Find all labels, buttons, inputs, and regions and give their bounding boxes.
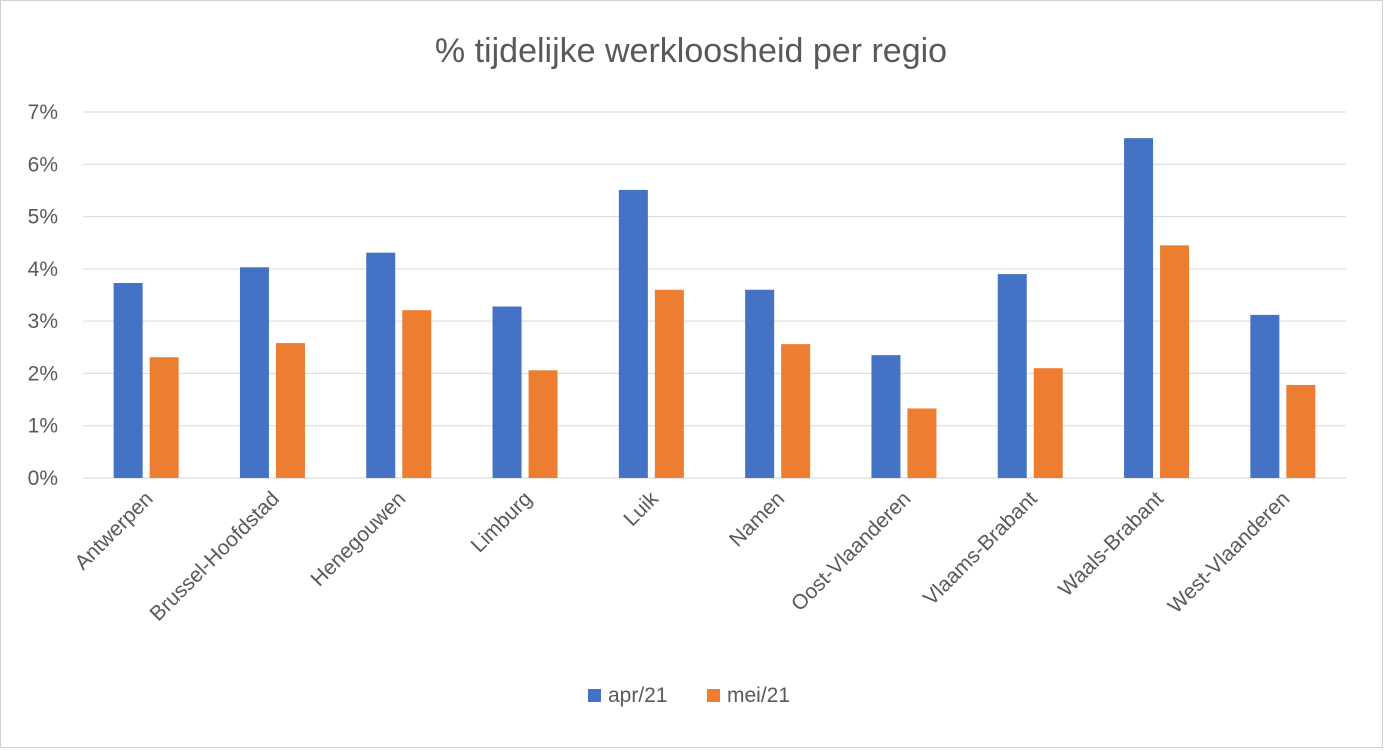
x-category-label: West-Vlaanderen (1164, 487, 1295, 618)
bar-apr (366, 252, 396, 478)
bar-apr (239, 267, 269, 478)
y-tick-label: 6% (28, 153, 58, 176)
y-tick-label: 5% (28, 206, 58, 229)
bar-mei (149, 357, 179, 478)
bar-mei (1286, 384, 1316, 478)
bar-apr (745, 289, 775, 478)
bar-mei (528, 370, 558, 478)
x-category-label: Vlaams-Brabant (919, 487, 1042, 610)
x-category-label: Antwerpen (70, 487, 157, 574)
bar-apr (871, 355, 901, 478)
y-tick-label: 0% (28, 467, 58, 490)
bar-mei (1033, 368, 1063, 478)
legend-swatch (588, 689, 601, 702)
bar-apr (1250, 314, 1280, 478)
x-category-label: Waals-Brabant (1054, 487, 1168, 601)
bar-mei (275, 343, 305, 478)
y-axis-ticks: 0% 1% 2% 3% 4% 5% 6% 7% (28, 101, 58, 490)
y-tick-label: 2% (28, 362, 58, 385)
bar-apr (997, 274, 1027, 478)
y-tick-label: 3% (28, 310, 58, 333)
bar-mei (907, 408, 937, 478)
bar-mei (781, 344, 811, 478)
x-category-label: Limburg (467, 487, 537, 557)
bar-mei (654, 289, 684, 478)
x-category-label: Brussel-Hoofdstad (146, 487, 284, 625)
bar-apr (113, 282, 143, 478)
bar-mei (1160, 245, 1190, 478)
bar-apr (618, 189, 648, 479)
legend-label: apr/21 (608, 684, 668, 707)
chart-title: % tijdelijke werkloosheid per regio (435, 32, 947, 70)
bar-mei (402, 310, 432, 478)
legend-swatch (707, 689, 720, 702)
bars (113, 138, 1316, 479)
y-tick-label: 1% (28, 415, 58, 438)
legend-label: mei/21 (727, 684, 790, 707)
legend: apr/21 mei/21 (588, 684, 790, 707)
y-tick-label: 7% (28, 101, 58, 124)
x-category-label: Oost-Vlaanderen (787, 487, 916, 616)
x-category-label: Luik (619, 487, 663, 531)
x-category-label: Henegouwen (307, 487, 411, 591)
bar-apr (492, 306, 522, 478)
gridlines (83, 111, 1346, 479)
y-tick-label: 4% (28, 258, 58, 281)
bar-apr (1124, 138, 1154, 478)
x-category-label: Namen (725, 487, 789, 551)
